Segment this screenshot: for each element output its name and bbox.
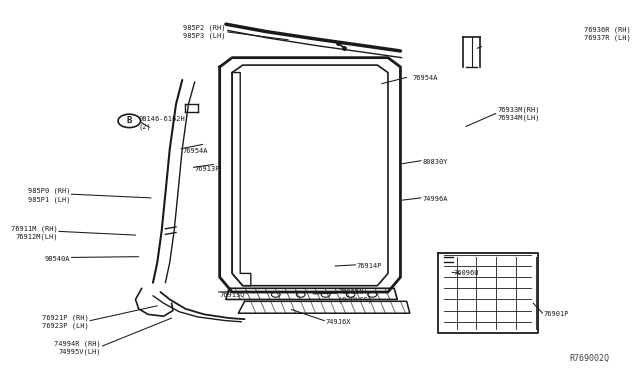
Text: 76954A: 76954A bbox=[182, 148, 208, 154]
Text: 76901P: 76901P bbox=[544, 311, 570, 317]
Text: 76955N
(9 PLCS): 76955N (9 PLCS) bbox=[338, 289, 372, 303]
Text: 76954A: 76954A bbox=[413, 75, 438, 81]
Text: 985P0 (RH)
985P1 (LH): 985P0 (RH) 985P1 (LH) bbox=[28, 188, 70, 203]
Text: B: B bbox=[127, 116, 132, 125]
Text: 76936R (RH)
76937R (LH): 76936R (RH) 76937R (LH) bbox=[584, 26, 631, 41]
Text: 74994R (RH)
74995V(LH): 74994R (RH) 74995V(LH) bbox=[54, 340, 101, 355]
Text: R769002Q: R769002Q bbox=[569, 354, 609, 363]
Text: 749J6X: 749J6X bbox=[326, 319, 351, 325]
Text: 98540A: 98540A bbox=[45, 256, 70, 262]
Text: 76096U: 76096U bbox=[453, 270, 479, 276]
Text: 76913Q: 76913Q bbox=[220, 291, 245, 297]
Text: 76914P: 76914P bbox=[356, 263, 382, 269]
Text: 76913P: 76913P bbox=[195, 166, 220, 172]
Text: 76921P (RH)
76923P (LH): 76921P (RH) 76923P (LH) bbox=[42, 314, 89, 329]
Text: 80830Y: 80830Y bbox=[422, 159, 448, 165]
Text: 74996A: 74996A bbox=[422, 196, 448, 202]
Text: 985P2 (RH)
985P3 (LH): 985P2 (RH) 985P3 (LH) bbox=[184, 24, 226, 39]
Text: 76933M(RH)
76934M(LH): 76933M(RH) 76934M(LH) bbox=[497, 106, 540, 121]
Text: 76911M (RH)
76912M(LH): 76911M (RH) 76912M(LH) bbox=[11, 225, 58, 240]
Text: 08146-6162H
(2): 08146-6162H (2) bbox=[139, 116, 186, 130]
